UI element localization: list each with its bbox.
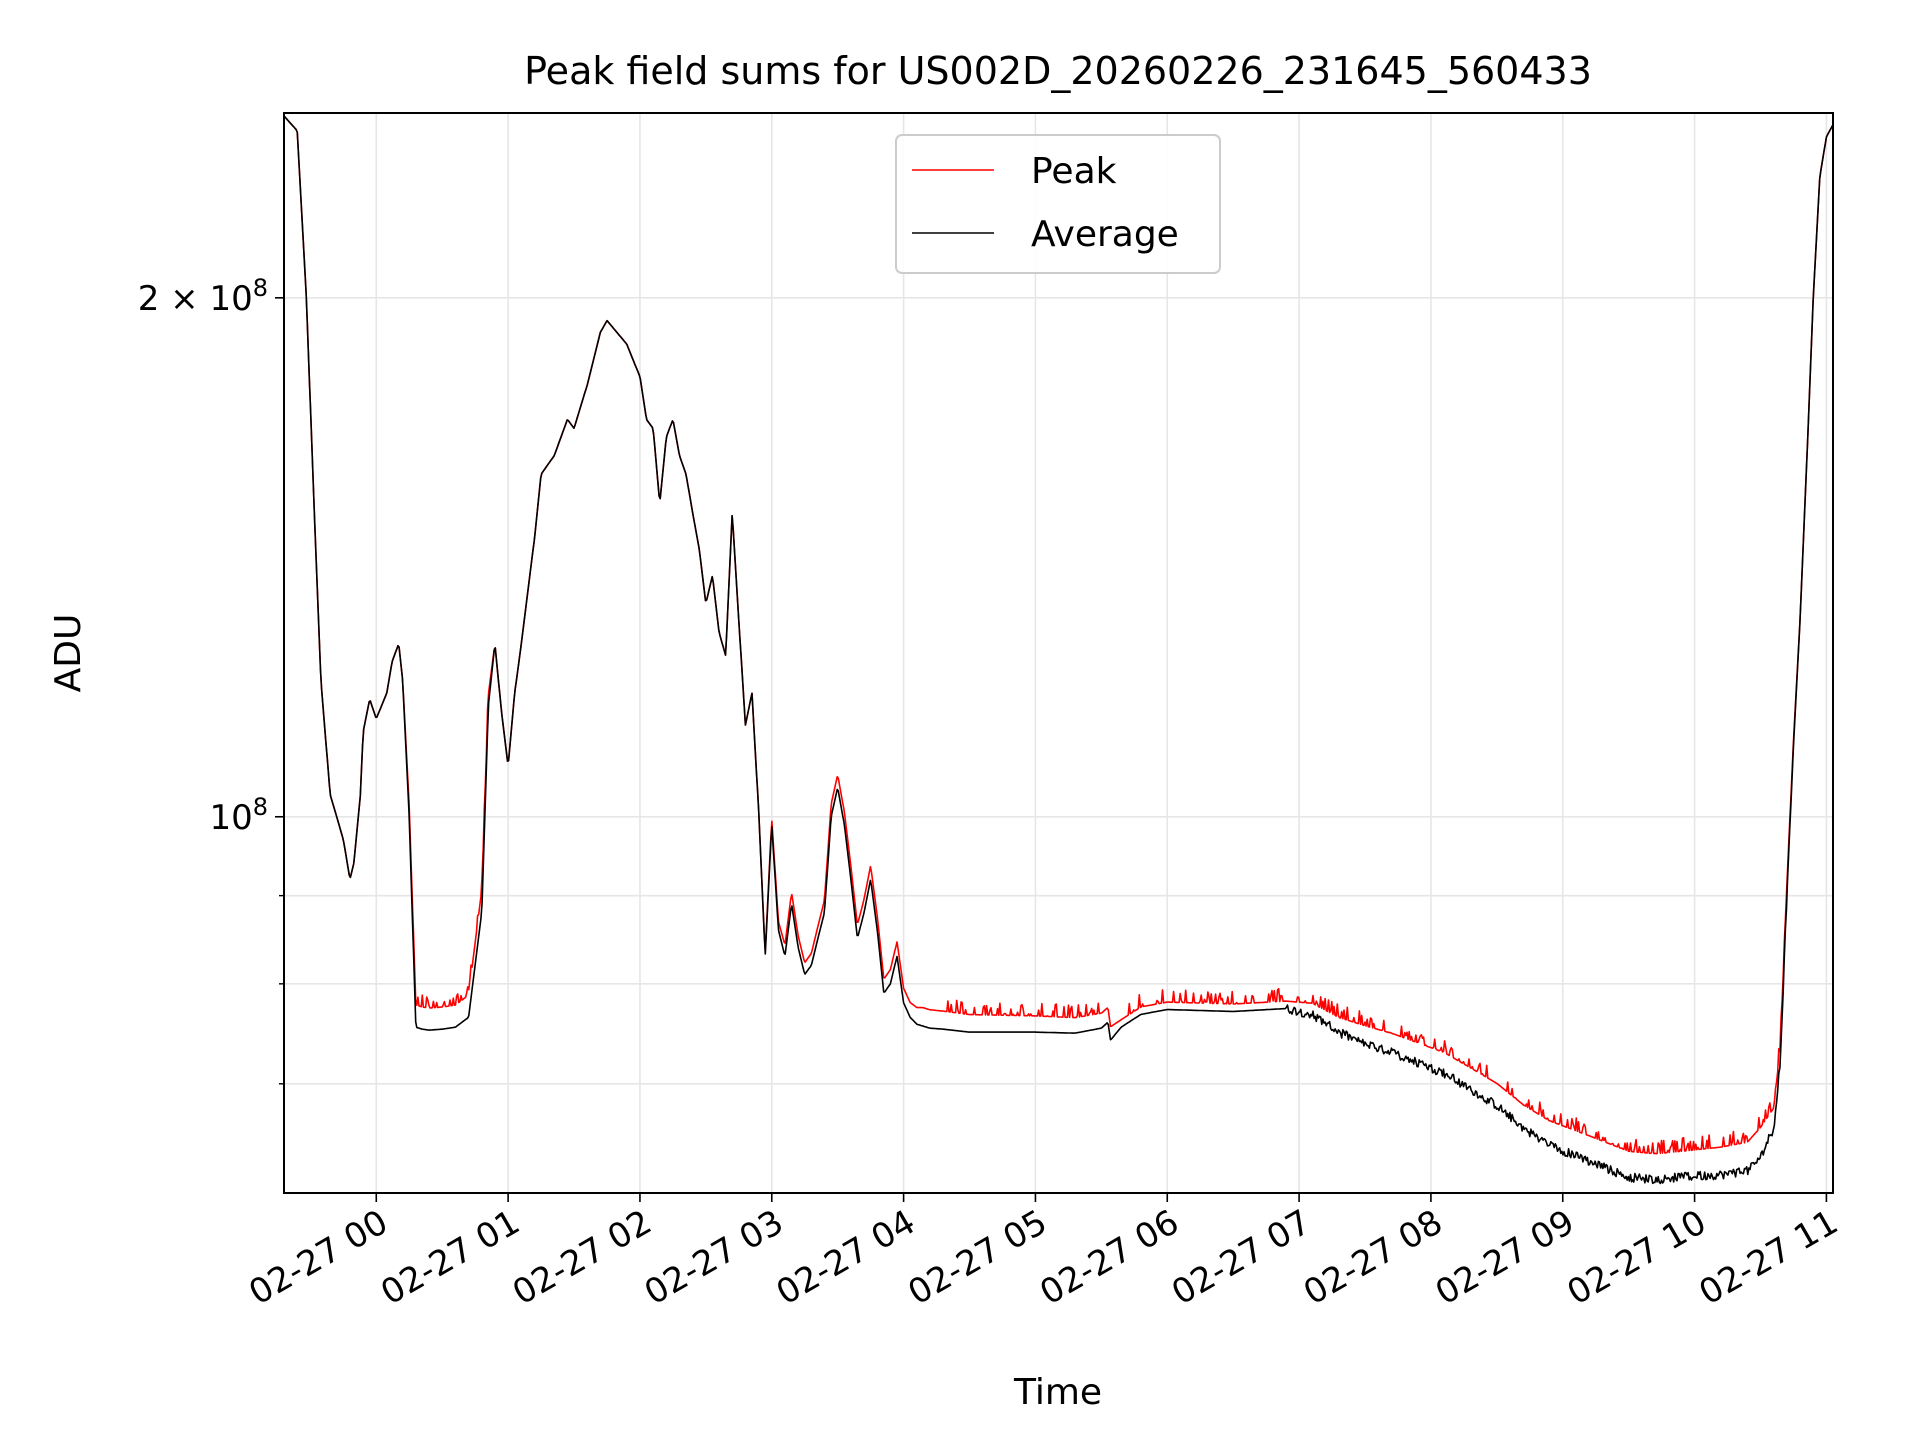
y-axis-ticks: 108 2 × 108: [138, 274, 284, 1085]
legend: Peak Average: [895, 134, 1221, 274]
grid-lines: [284, 113, 1833, 1193]
y-tick-label: 108: [209, 793, 268, 838]
x-axis-label: Time: [1013, 1372, 1102, 1413]
average-series-line: [284, 115, 1833, 1185]
legend-average-label: Average: [1031, 214, 1179, 255]
legend-peak-label: Peak: [1031, 151, 1117, 192]
y-axis-label: ADU: [48, 614, 89, 693]
chart-title: Peak field sums for US002D_20260226_2316…: [524, 49, 1592, 93]
y-tick-label: 2 × 108: [138, 274, 268, 319]
plot-frame: [283, 112, 1834, 1194]
